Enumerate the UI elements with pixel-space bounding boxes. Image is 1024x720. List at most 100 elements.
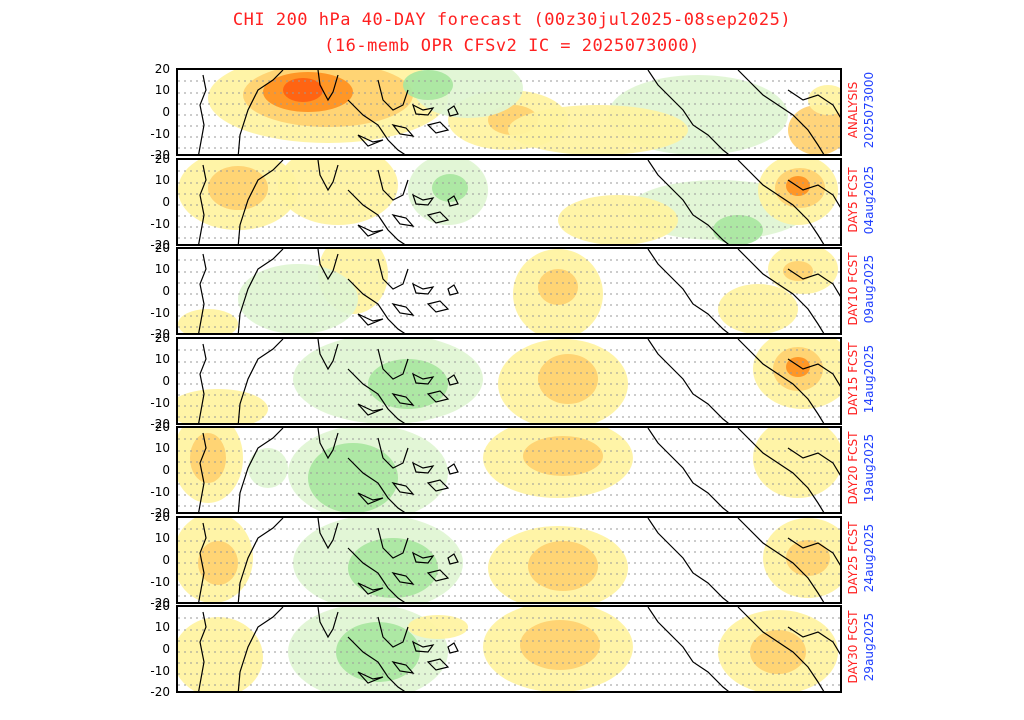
- anomaly-shading: [523, 436, 603, 476]
- y-tick-label: 10: [154, 620, 170, 634]
- chart-title-line1: CHI 200 hPa 40-DAY forecast (00z30jul202…: [232, 10, 792, 30]
- coastline: [647, 249, 729, 333]
- map-panel: [176, 336, 842, 425]
- y-tick-label: 0: [162, 373, 170, 388]
- y-tick-label: 20: [154, 599, 170, 613]
- island-outline: [411, 640, 435, 653]
- island-outline: [411, 282, 435, 295]
- y-tick-label: 10: [154, 262, 170, 276]
- y-tick-label: -20: [150, 416, 170, 431]
- coastline: [347, 99, 406, 154]
- map-panel: [176, 515, 842, 604]
- island-outline: [357, 134, 384, 147]
- valid-date-label: 14aug2025: [862, 344, 876, 413]
- island-outline: [411, 461, 435, 474]
- coastline: [647, 428, 729, 512]
- y-tick-label: -20: [150, 595, 170, 610]
- island-outline: [357, 671, 384, 684]
- valid-date-label: 29aug2025: [862, 612, 876, 682]
- y-tick-label: 0: [162, 194, 170, 209]
- anomaly-map: [178, 428, 840, 512]
- y-tick-label: 0: [162, 552, 170, 567]
- lead-time-label: ANALYSIS: [846, 81, 860, 139]
- coastline: [647, 607, 729, 691]
- island-outline: [447, 284, 459, 296]
- coastline: [377, 348, 409, 380]
- coastline: [198, 343, 207, 423]
- coastline: [647, 159, 729, 244]
- coastline: [647, 70, 729, 154]
- anomaly-shading: [178, 617, 263, 691]
- coastline: [347, 636, 406, 691]
- coastline: [787, 358, 840, 387]
- anomaly-shading: [432, 173, 468, 202]
- coastline: [237, 70, 284, 154]
- y-tick-label: -20: [150, 148, 170, 162]
- anomaly-shading: [248, 448, 288, 488]
- y-tick-label: 10: [154, 83, 170, 97]
- anomaly-shading: [508, 105, 688, 154]
- coastline: [377, 616, 409, 648]
- coastline: [787, 268, 840, 297]
- y-tick-label: 10: [154, 530, 170, 545]
- coastline: [317, 249, 339, 281]
- island-outline: [426, 300, 450, 313]
- coastline: [198, 522, 207, 602]
- island-outline: [391, 392, 415, 406]
- y-tick-label: 10: [154, 172, 170, 187]
- island-outline: [391, 661, 415, 674]
- coastline: [737, 159, 825, 244]
- lead-time-label: DAY30 FCST: [846, 610, 860, 684]
- island-outline: [447, 105, 459, 117]
- anomaly-map: [178, 70, 840, 154]
- panel-side-label: DAY5 FCST 04aug2025: [846, 158, 876, 246]
- island-outline: [447, 463, 459, 475]
- y-tick-label: 20: [154, 62, 170, 76]
- anomaly-shading: [283, 78, 323, 102]
- lead-time-label: DAY20 FCST: [846, 431, 860, 505]
- coastline: [737, 70, 825, 154]
- island-outline: [357, 581, 384, 595]
- island-outline: [426, 479, 450, 492]
- anomaly-shading: [538, 269, 578, 305]
- island-outline: [426, 121, 450, 134]
- y-tick-label: 20: [154, 330, 170, 345]
- coastline: [347, 547, 406, 602]
- coastline: [737, 607, 825, 691]
- coastline: [737, 517, 825, 602]
- anomaly-map: [178, 607, 840, 691]
- island-outline: [447, 642, 459, 654]
- anomaly-shading: [538, 353, 598, 404]
- coastline: [647, 338, 729, 423]
- anomaly-shading: [753, 428, 840, 498]
- lead-time-label: DAY15 FCST: [846, 342, 860, 415]
- panel-side-label: DAY20 FCST 19aug2025: [846, 426, 876, 514]
- coastline: [787, 447, 840, 476]
- island-outline: [447, 552, 459, 565]
- coastline: [377, 258, 409, 290]
- coastline: [377, 79, 409, 111]
- island-outline: [411, 372, 435, 385]
- valid-date-label: 19aug2025: [862, 433, 876, 503]
- coastline: [198, 74, 207, 154]
- island-outline: [447, 373, 459, 386]
- y-tick-label: -20: [150, 685, 170, 699]
- map-panel: [176, 605, 842, 693]
- anomaly-shading: [558, 194, 678, 244]
- y-tick-label: -10: [150, 664, 170, 678]
- coastline: [787, 537, 840, 566]
- island-outline: [357, 313, 384, 326]
- anomaly-shading: [713, 214, 763, 244]
- island-outline: [391, 482, 415, 495]
- coastline: [198, 164, 207, 244]
- anomaly-map: [178, 517, 840, 602]
- island-outline: [411, 551, 435, 564]
- y-tick-label: -20: [150, 237, 170, 252]
- coastline: [237, 338, 284, 423]
- island-outline: [391, 124, 415, 137]
- map-panel: [176, 68, 842, 156]
- y-tick-label: -20: [150, 506, 170, 520]
- valid-date-label: 24aug2025: [862, 523, 876, 592]
- island-outline: [426, 210, 450, 224]
- coastline: [317, 607, 339, 639]
